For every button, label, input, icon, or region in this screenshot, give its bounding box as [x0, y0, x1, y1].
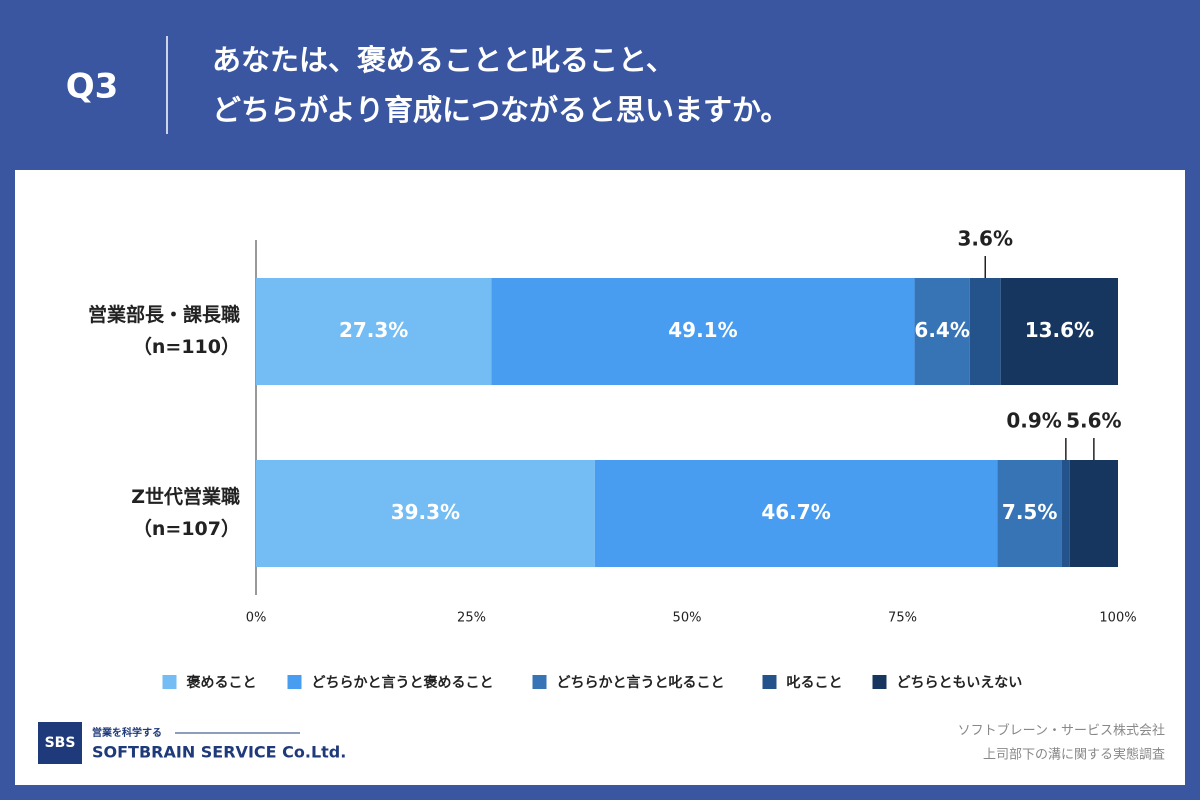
- logo-mark: SBS: [45, 735, 76, 751]
- value-label: 39.3%: [391, 500, 460, 524]
- title-line: あなたは、褒めることと叱ること、: [212, 43, 675, 77]
- value-label: 13.6%: [1025, 318, 1094, 342]
- question-number: Q3: [66, 67, 119, 107]
- bar-segment: [256, 278, 492, 385]
- category-label: 営業部長・課長職: [88, 303, 240, 326]
- legend-swatch: [287, 675, 302, 689]
- value-label: 0.9%: [1006, 409, 1061, 433]
- bar-segment: [1000, 278, 1118, 385]
- bar-segment: [594, 460, 998, 567]
- legend-label: 褒めること: [186, 674, 257, 691]
- bar-segment: [1069, 460, 1118, 567]
- logo-name: SOFTBRAIN SERVICE Co.Ltd.: [92, 743, 346, 762]
- bar-segment: [491, 278, 915, 385]
- bar-segment: [969, 278, 1001, 385]
- legend-swatch: [872, 675, 887, 689]
- category-label: Z世代営業職: [131, 485, 240, 508]
- x-tick-label: 100%: [1099, 611, 1136, 626]
- value-label: 6.4%: [914, 318, 969, 342]
- value-label: 27.3%: [339, 318, 408, 342]
- x-tick-label: 25%: [457, 611, 486, 626]
- category-note: （n=107）: [133, 517, 240, 540]
- legend-swatch: [532, 675, 547, 689]
- legend-swatch: [762, 675, 777, 689]
- value-label: 49.1%: [668, 318, 737, 342]
- x-tick-label: 50%: [673, 611, 702, 626]
- bar-segment: [256, 460, 595, 567]
- legend-label: どちらかと言うと叱ること: [557, 674, 725, 691]
- value-label: 46.7%: [761, 500, 830, 524]
- legend-label: どちらかと言うと褒めること: [312, 674, 494, 691]
- source: ソフトブレーン・サービス株式会社: [958, 723, 1165, 739]
- category-note: （n=110）: [133, 335, 240, 358]
- bar-segment: [1061, 460, 1070, 567]
- x-tick-label: 0%: [246, 611, 267, 626]
- logo-box: [38, 722, 82, 764]
- logo-tagline: 営業を科学する: [92, 726, 162, 739]
- legend-label: どちらともいえない: [897, 675, 1023, 691]
- x-tick-label: 75%: [888, 611, 917, 626]
- legend-swatch: [162, 675, 177, 689]
- value-label: 3.6%: [958, 227, 1013, 251]
- source: 上司部下の溝に関する実態調査: [983, 747, 1165, 763]
- bar-segment: [914, 278, 970, 385]
- value-label: 7.5%: [1002, 500, 1057, 524]
- value-label: 5.6%: [1066, 409, 1121, 433]
- legend-label: 叱ること: [787, 675, 843, 691]
- bar-segment: [997, 460, 1062, 567]
- title-line: どちらがより育成につながると思いますか。: [212, 93, 789, 127]
